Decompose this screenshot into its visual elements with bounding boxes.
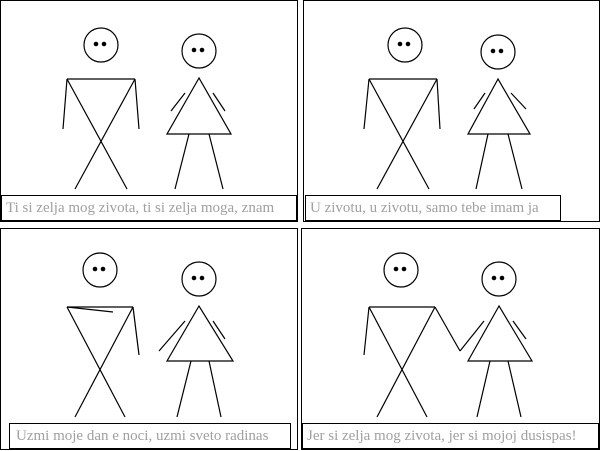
stick-figures-drawing xyxy=(62,27,233,190)
woman-arm-left xyxy=(473,92,486,110)
panel-caption: U zivotu, u zivotu, samo tebe imam ja xyxy=(305,195,561,221)
man-leg-left xyxy=(74,78,136,190)
woman-head xyxy=(181,33,217,69)
man-eye-right xyxy=(401,266,407,272)
woman-figure xyxy=(165,33,233,190)
woman-arm-right xyxy=(212,320,226,340)
man-arm-right xyxy=(436,78,441,130)
woman-arm-left xyxy=(170,92,186,112)
man-arm-right xyxy=(132,306,140,356)
man-head xyxy=(387,27,423,63)
woman-eye-left xyxy=(191,275,197,281)
man-eye-right xyxy=(405,41,411,47)
man-leg-left xyxy=(376,78,438,190)
woman-leg-right xyxy=(208,360,222,418)
man-arm-left xyxy=(363,78,370,130)
man-figure xyxy=(66,252,140,418)
woman-figure xyxy=(459,261,534,418)
man-leg-right xyxy=(368,78,430,190)
man-figure xyxy=(62,27,140,190)
woman-dress xyxy=(466,304,534,362)
woman-leg-left xyxy=(176,360,192,418)
woman-arm-right xyxy=(512,320,527,340)
woman-eye-left xyxy=(491,275,497,281)
woman-leg-right xyxy=(208,133,224,190)
woman-leg-left xyxy=(475,133,489,190)
woman-figure xyxy=(158,261,235,418)
man-arm-right xyxy=(134,78,140,130)
woman-eye-right xyxy=(199,47,205,53)
woman-dress xyxy=(165,304,235,362)
woman-dress xyxy=(165,76,233,135)
woman-head xyxy=(481,261,517,297)
man-arm-left xyxy=(363,306,370,356)
man-leg-left xyxy=(74,306,134,418)
man-eye-left xyxy=(393,266,399,272)
stick-figures-drawing xyxy=(363,252,534,418)
man-head xyxy=(82,252,118,288)
woman-leg-right xyxy=(507,133,523,190)
panel-caption: Jer si zelja mog zivota, jer si mojoj du… xyxy=(302,423,599,449)
woman-head xyxy=(181,261,217,297)
stick-figures-drawing xyxy=(66,252,235,418)
woman-dress xyxy=(466,77,532,135)
woman-arm-left xyxy=(158,320,186,352)
woman-eye-right xyxy=(499,275,505,281)
man-arm-right-holding xyxy=(434,306,461,352)
woman-figure xyxy=(466,34,532,190)
woman-arm-right xyxy=(510,92,527,110)
man-figure xyxy=(363,27,441,190)
man-eye-left xyxy=(397,41,403,47)
man-arm-left xyxy=(62,78,68,130)
man-head xyxy=(383,252,419,288)
panel-caption: Uzmi moje dan e noci, uzmi sveto radinas xyxy=(9,423,291,449)
woman-leg-left xyxy=(174,133,190,190)
man-leg-left xyxy=(376,306,436,418)
man-figure xyxy=(363,252,461,418)
woman-leg-left xyxy=(476,360,491,418)
woman-head xyxy=(480,34,516,70)
comic-panel-1: Ti si zelja mog zivota, ti si zelja moga… xyxy=(0,0,298,222)
man-arm-left-raised xyxy=(66,306,114,313)
woman-eye-right xyxy=(199,275,205,281)
comic-panel-2: U zivotu, u zivotu, samo tebe imam ja xyxy=(303,0,600,222)
woman-arm-left-holding xyxy=(459,320,485,352)
comic-panel-3: Uzmi moje dan e noci, uzmi sveto radinas xyxy=(0,228,298,450)
comic-panel-4: Jer si zelja mog zivota, jer si mojoj du… xyxy=(301,228,600,450)
man-leg-right xyxy=(66,78,128,190)
man-leg-right xyxy=(368,306,428,418)
man-eye-right xyxy=(100,266,106,272)
woman-eye-left xyxy=(191,47,197,53)
panel-caption: Ti si zelja mog zivota, ti si zelja moga… xyxy=(1,195,297,221)
woman-eye-right xyxy=(498,48,504,54)
stick-figures-drawing xyxy=(363,27,532,190)
woman-eye-left xyxy=(490,48,496,54)
woman-arm-right xyxy=(212,92,226,112)
man-eye-left xyxy=(93,41,99,47)
man-head xyxy=(83,27,119,63)
woman-leg-right xyxy=(507,360,522,418)
man-eye-right xyxy=(101,41,107,47)
man-leg-right xyxy=(66,306,126,418)
man-eye-left xyxy=(92,266,98,272)
